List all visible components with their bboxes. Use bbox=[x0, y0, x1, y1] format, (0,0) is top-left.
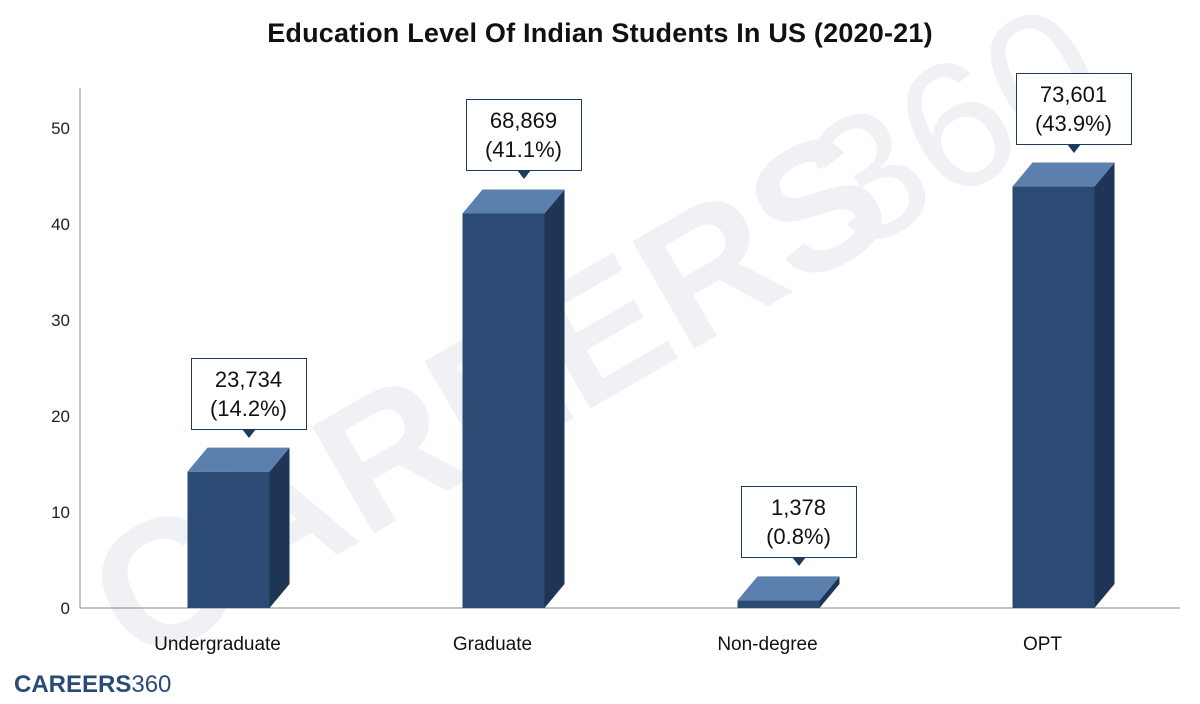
bar-graduate bbox=[462, 189, 565, 608]
bar-front bbox=[737, 600, 820, 608]
brand-logo-light: 360 bbox=[131, 671, 172, 698]
y-tick-label: 10 bbox=[51, 503, 70, 522]
callout-pointer bbox=[241, 428, 256, 438]
data-label: 68,869 (41.1%) bbox=[465, 99, 582, 180]
data-label-percent: (14.2%) bbox=[209, 395, 288, 421]
bar-top bbox=[1012, 162, 1115, 187]
chart-title: Education Level Of Indian Students In US… bbox=[267, 18, 933, 48]
data-label-count: 73,601 bbox=[1039, 81, 1108, 107]
y-tick-label: 20 bbox=[51, 407, 70, 426]
data-label-percent: (0.8%) bbox=[766, 524, 831, 550]
brand-logo-bold: CAREERS bbox=[14, 671, 132, 698]
bar-top bbox=[187, 447, 290, 472]
x-axis-labels: Undergraduate Graduate Non-degree OPT bbox=[154, 634, 1062, 655]
bar-side bbox=[544, 189, 565, 608]
data-label-count: 23,734 bbox=[214, 366, 283, 392]
data-label: 73,601 (43.9%) bbox=[1015, 72, 1132, 153]
bar-opt bbox=[1012, 162, 1115, 608]
bar-undergraduate bbox=[187, 447, 290, 608]
y-tick-label: 0 bbox=[61, 599, 70, 618]
data-label: 23,734 (14.2%) bbox=[190, 357, 307, 438]
callout-pointer bbox=[516, 170, 531, 180]
bar-front bbox=[1012, 186, 1095, 608]
brand-logo: CAREERS360 bbox=[14, 672, 171, 698]
x-tick-label: Undergraduate bbox=[154, 634, 281, 655]
chart-axes: 0 10 20 30 40 50 bbox=[51, 88, 1180, 618]
bar-non-degree bbox=[737, 576, 840, 608]
callout-pointer bbox=[1066, 143, 1081, 153]
bar-side bbox=[269, 447, 290, 608]
data-label-percent: (43.9%) bbox=[1034, 110, 1113, 136]
data-label-count: 1,378 bbox=[770, 495, 827, 521]
data-label-count: 68,869 bbox=[489, 108, 558, 134]
bar-front bbox=[187, 471, 270, 608]
x-tick-label: OPT bbox=[1023, 634, 1062, 655]
y-tick-label: 40 bbox=[51, 215, 70, 234]
data-label-percent: (41.1%) bbox=[484, 137, 563, 163]
bar-side bbox=[1094, 162, 1115, 608]
x-tick-label: Graduate bbox=[453, 634, 532, 655]
chart-bars bbox=[187, 162, 1115, 608]
bar-front bbox=[462, 213, 545, 608]
bar-side bbox=[819, 576, 840, 608]
y-tick-label: 30 bbox=[51, 311, 70, 330]
data-label: 1,378 (0.8%) bbox=[740, 486, 857, 567]
bar-top bbox=[737, 576, 840, 601]
x-tick-label: Non-degree bbox=[717, 634, 817, 655]
callout-pointer bbox=[791, 557, 806, 567]
y-tick-label: 50 bbox=[51, 119, 70, 138]
bar-top bbox=[462, 189, 565, 214]
